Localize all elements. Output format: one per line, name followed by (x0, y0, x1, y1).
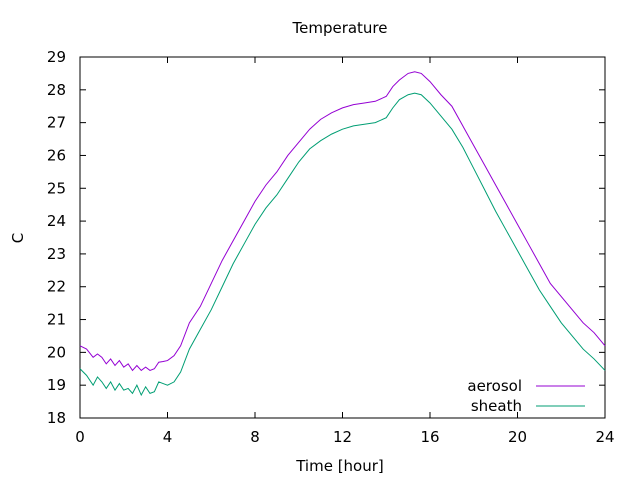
y-tick-label: 20 (47, 343, 66, 361)
chart-title: Temperature (291, 19, 387, 37)
series-lines (79, 71, 606, 397)
y-tick-label: 21 (47, 311, 66, 329)
x-tick-label: 24 (595, 428, 614, 446)
y-tick-label: 19 (47, 376, 66, 394)
y-axis-ticks: 18 19 20 21 22 23 24 25 26 27 28 29 (47, 48, 605, 427)
y-tick-label: 27 (47, 114, 66, 132)
x-tick-label: 16 (420, 428, 439, 446)
legend-label-sheath: sheath (471, 397, 522, 415)
y-tick-label: 24 (47, 212, 66, 230)
y-tick-label: 29 (47, 48, 66, 66)
y-tick-label: 23 (47, 245, 66, 263)
y-tick-label: 25 (47, 179, 66, 197)
y-tick-label: 26 (47, 146, 66, 164)
y-tick-label: 18 (47, 409, 66, 427)
legend-label-aerosol: aerosol (467, 377, 522, 395)
legend: aerosol sheath (467, 377, 585, 415)
x-tick-label: 20 (508, 428, 527, 446)
y-tick-label: 22 (47, 278, 66, 296)
x-axis-ticks: 0 4 8 12 16 20 24 (75, 57, 615, 446)
series-line-sheath (79, 92, 606, 397)
x-axis-label: Time [hour] (295, 457, 384, 475)
x-tick-label: 0 (75, 428, 85, 446)
series-line-aerosol (79, 71, 606, 372)
y-tick-label: 28 (47, 81, 66, 99)
y-axis-label: C (9, 233, 27, 243)
x-tick-label: 12 (333, 428, 352, 446)
x-tick-label: 8 (250, 428, 260, 446)
x-tick-label: 4 (163, 428, 173, 446)
